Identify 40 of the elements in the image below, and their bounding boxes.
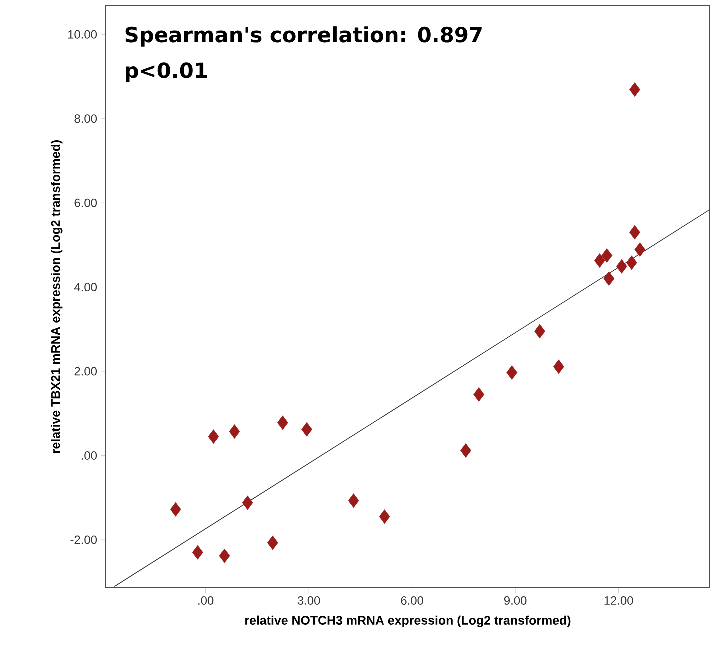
- point: [594, 254, 606, 268]
- point: [616, 259, 628, 274]
- y-tick-label: .00: [82, 452, 98, 460]
- y-tick-label: 10.00: [68, 30, 98, 39]
- point: [604, 272, 615, 286]
- annotation: p<0.01: [126, 62, 208, 83]
- point: [277, 416, 288, 430]
- x-tick-label: 12.00: [604, 596, 634, 605]
- point: [630, 82, 640, 97]
- x-tick-label: 6.00: [401, 596, 424, 605]
- point: [192, 545, 204, 560]
- point: [229, 424, 240, 439]
- y-axis-title: relative TBX21 mRNA expression (Log2 transformed): [51, 140, 63, 454]
- x-tick-label: 9.00: [504, 596, 527, 605]
- point: [242, 496, 254, 510]
- point: [630, 225, 640, 240]
- point: [219, 548, 230, 564]
- point: [267, 536, 278, 550]
- point: [506, 366, 518, 380]
- point: [602, 248, 613, 263]
- x-tick-label: .00: [198, 596, 214, 605]
- point: [534, 324, 546, 339]
- y-tick-label: 8.00: [74, 114, 98, 124]
- point: [348, 494, 360, 508]
- point: [170, 502, 182, 517]
- point: [634, 242, 646, 258]
- point: [553, 360, 564, 374]
- annotation: Spearman's correlation: 0.897: [126, 26, 482, 47]
- point: [379, 510, 390, 524]
- y-tick-label: -2.00: [70, 536, 98, 544]
- x-axis-title: relative NOTCH3 mRNA expression (Log2 transformed): [246, 616, 571, 628]
- x-tick-label: 3.00: [298, 596, 320, 605]
- point: [460, 444, 472, 458]
- y-tick-label: 6.00: [74, 198, 98, 208]
- y-tick-label: 4.00: [74, 283, 98, 292]
- point: [474, 388, 485, 402]
- point: [208, 430, 220, 444]
- point: [302, 422, 312, 437]
- point: [626, 256, 638, 270]
- y-tick-label: 2.00: [74, 367, 98, 376]
